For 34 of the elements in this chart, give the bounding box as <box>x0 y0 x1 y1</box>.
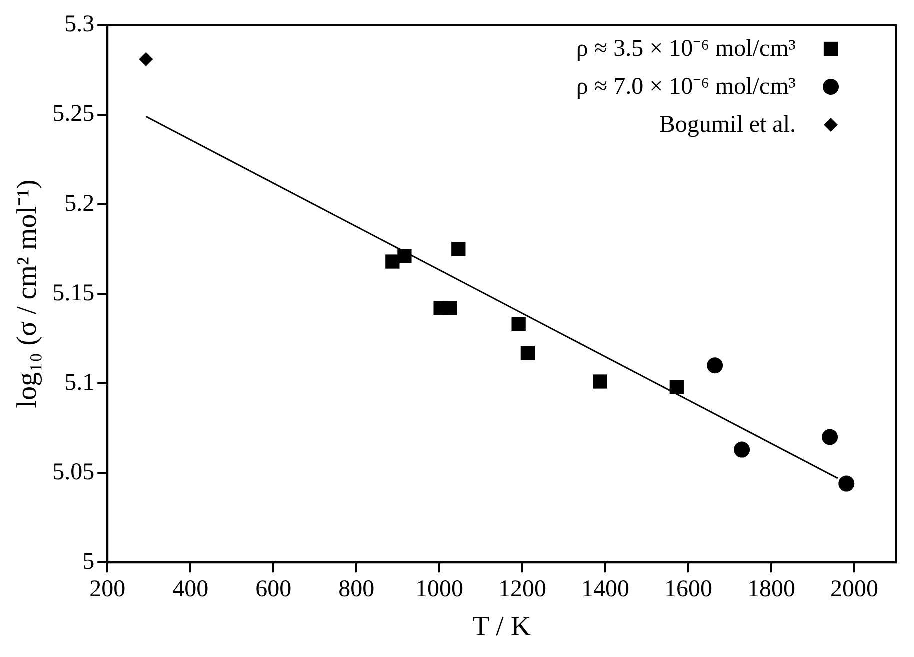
x-axis-title: T / K <box>472 612 532 643</box>
y-tick-label: 5.1 <box>64 370 95 396</box>
y-tick-label: 5 <box>82 548 95 575</box>
x-tick-label: 1400 <box>582 576 630 602</box>
point <box>707 358 724 374</box>
y-axis-title: log₁₀ (σ / cm² mol⁻¹) <box>12 180 44 408</box>
point <box>838 476 855 492</box>
y-tick-label: 5.2 <box>64 190 95 217</box>
point <box>593 374 608 389</box>
point <box>512 317 526 332</box>
y-tick-label: 5.05 <box>52 459 95 486</box>
point <box>734 442 750 458</box>
x-tick-label: 1800 <box>748 576 796 602</box>
x-tick-label: 2000 <box>830 576 879 602</box>
x-tick-label: 200 <box>90 576 126 602</box>
y-tick-label: 5.25 <box>52 101 95 128</box>
point <box>670 380 684 394</box>
x-tick-label: 1200 <box>498 576 547 602</box>
x-tick-label: 800 <box>338 576 375 602</box>
x-tick-label: 1600 <box>664 576 713 602</box>
y-tick-label: 5.15 <box>52 280 95 306</box>
point <box>139 52 154 66</box>
x-tick-label: 600 <box>256 576 292 602</box>
x-tick-label: 1000 <box>416 576 464 602</box>
point <box>452 242 466 256</box>
point <box>442 301 458 316</box>
point <box>520 346 536 360</box>
legend-label: ρ ≈ 3.5 × 10⁻⁶ mol/cm³ <box>576 35 796 64</box>
y-tick-label: 5.3 <box>64 12 95 38</box>
point <box>398 249 412 264</box>
legend-label: Bogumil et al. <box>659 111 796 140</box>
x-tick-label: 400 <box>172 576 209 602</box>
point <box>822 429 838 446</box>
legend-label: ρ ≈ 7.0 × 10⁻⁶ mol/cm³ <box>576 73 796 102</box>
